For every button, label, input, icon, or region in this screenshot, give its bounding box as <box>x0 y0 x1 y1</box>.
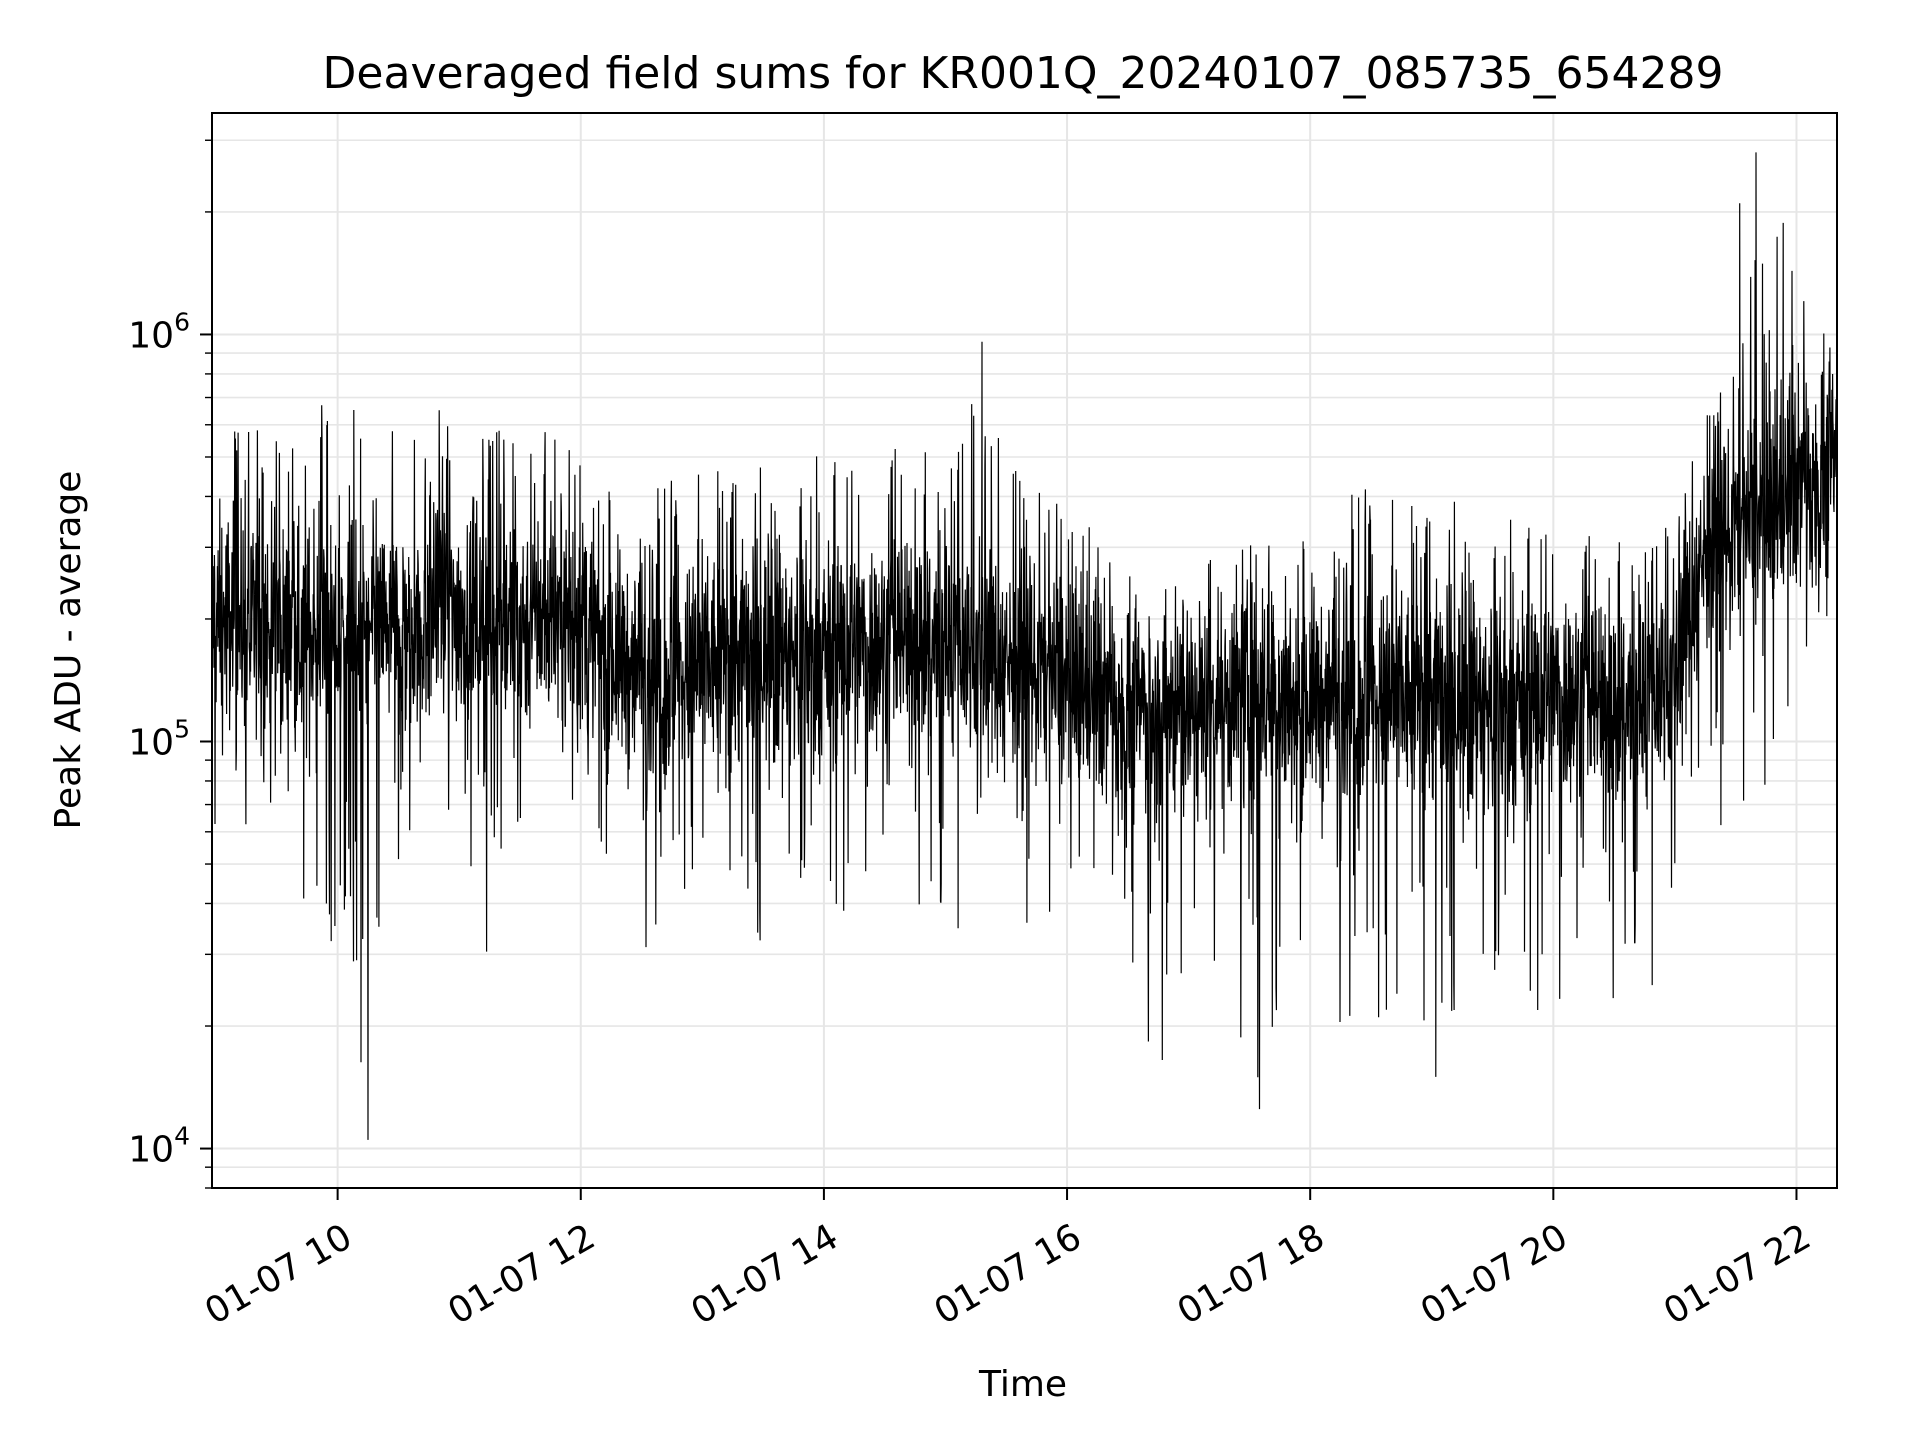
y-axis-label: Peak ADU - average <box>48 471 89 830</box>
plot-frame <box>211 112 1838 1189</box>
y-tick-label: 106 <box>128 307 190 356</box>
y-tick-label: 104 <box>128 1122 190 1171</box>
series-line <box>211 152 1838 1140</box>
series-layer <box>211 152 1838 1140</box>
y-tick-label: 105 <box>128 715 190 764</box>
x-axis-label: Time <box>978 1364 1067 1405</box>
chart-title: Deaveraged field sums for KR001Q_2024010… <box>323 48 1724 99</box>
